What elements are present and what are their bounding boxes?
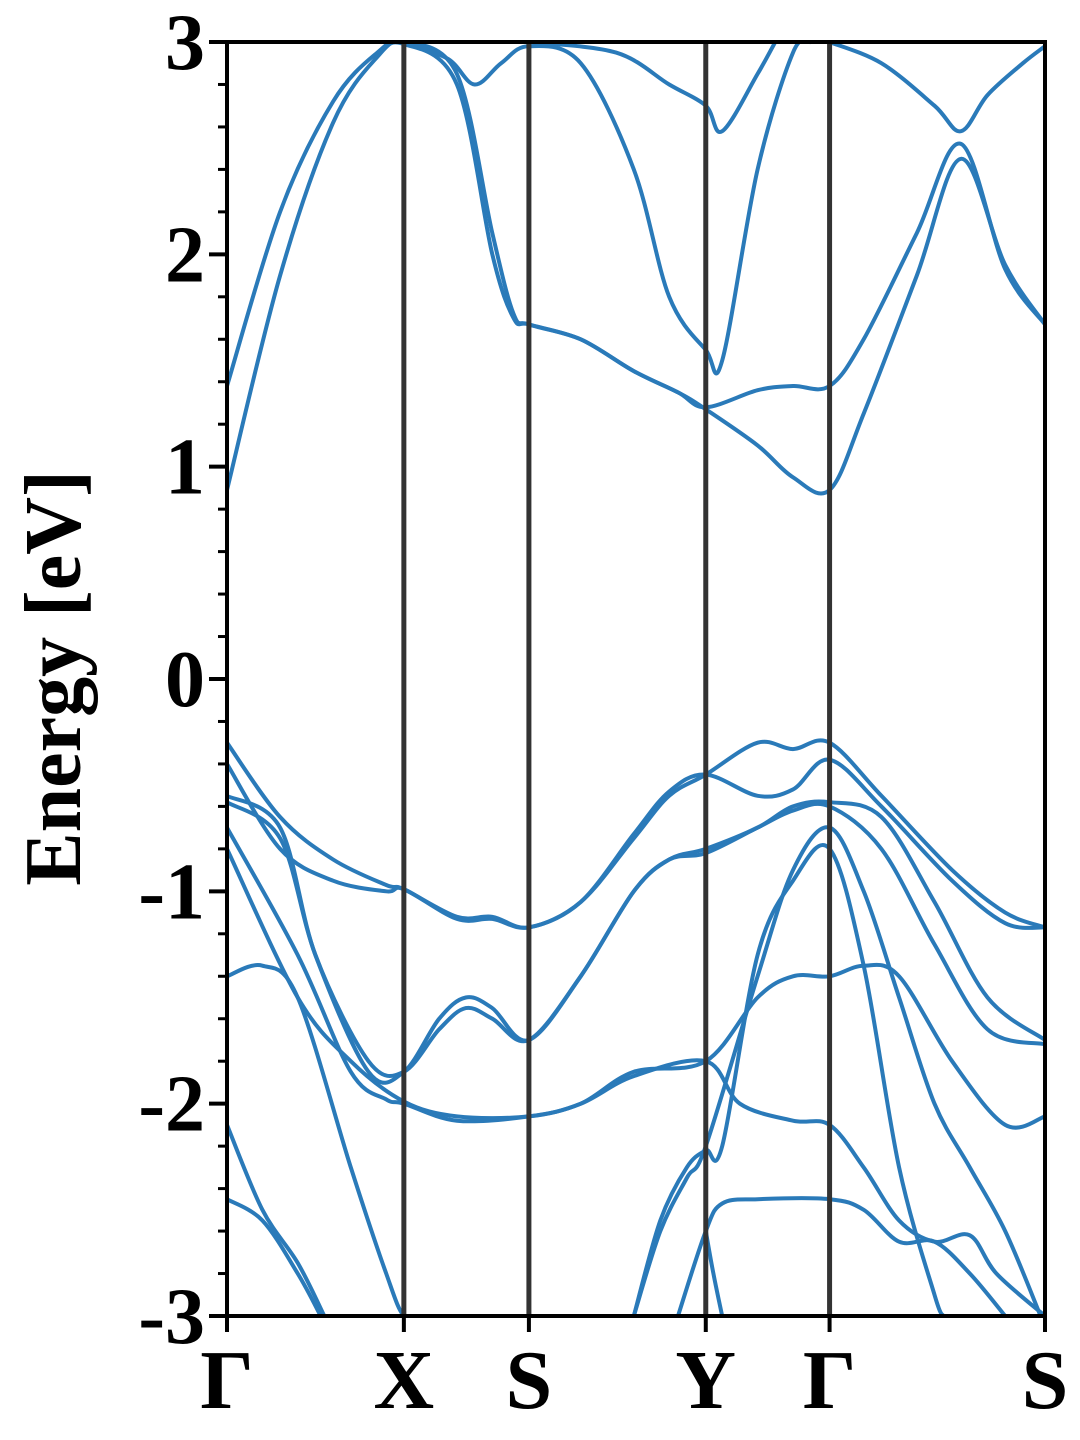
band-lines <box>227 42 1045 1316</box>
band-17 <box>676 1196 1008 1316</box>
band-16 <box>631 843 946 1316</box>
y-tick-label: 3 <box>165 0 205 87</box>
x-tick-label: S <box>1022 1334 1069 1427</box>
y-axis-label: Energy [eV] <box>10 470 98 885</box>
plot-frame <box>225 40 1047 1318</box>
high-symmetry-lines <box>401 42 833 1316</box>
y-tick-label: 2 <box>165 211 205 299</box>
y-tick-label: -1 <box>138 848 205 936</box>
band-4 <box>526 42 778 134</box>
y-tick-label: -2 <box>138 1061 205 1149</box>
y-tick-label: -3 <box>138 1273 205 1361</box>
band-13 <box>227 1122 327 1316</box>
band-9 <box>227 800 1045 1085</box>
y-tick-label: 1 <box>165 424 205 512</box>
band-6 <box>227 738 1045 930</box>
y-tick-label: 0 <box>165 636 205 724</box>
band-10 <box>227 825 1045 1130</box>
x-tick-label: Y <box>675 1334 736 1427</box>
x-tick-label: Γ <box>200 1334 253 1427</box>
x-tick-label: Γ <box>803 1334 856 1427</box>
band-3 <box>401 42 813 376</box>
band-5 <box>827 42 1045 134</box>
band-14 <box>227 1197 323 1316</box>
x-tick-label: S <box>506 1334 553 1427</box>
y-axis-ticks: 3 2 1 0 -1 -2 -3 <box>138 0 227 1361</box>
band-7 <box>227 757 1045 930</box>
band-1 <box>227 42 1045 496</box>
x-tick-label: X <box>374 1334 435 1427</box>
band-2 <box>227 42 1045 492</box>
